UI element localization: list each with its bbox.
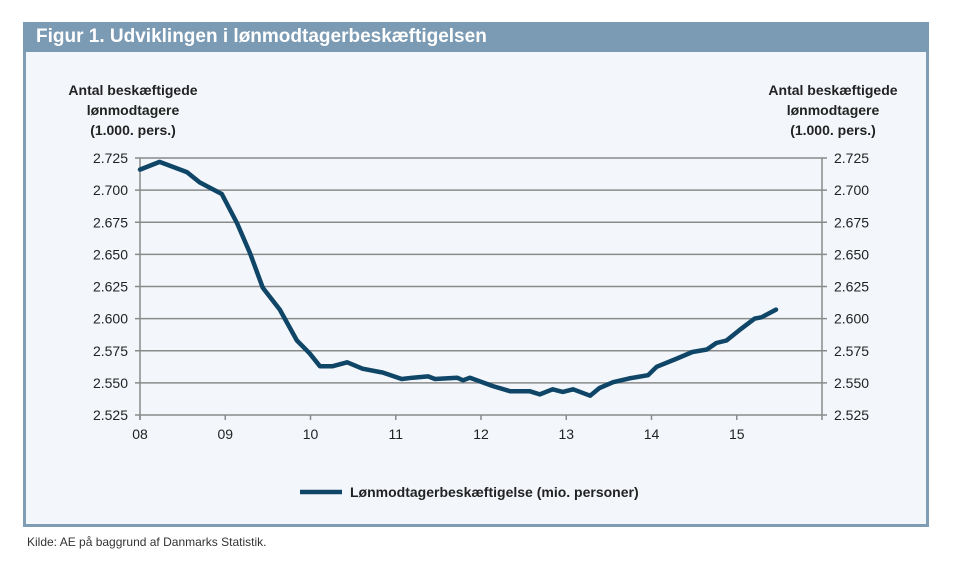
source-note: Kilde: AE på baggrund af Danmarks Statis… <box>27 535 267 549</box>
y-label-right-line: Antal beskæftigede <box>768 82 898 98</box>
x-tick-label: 11 <box>388 426 403 442</box>
y-label-left-line: (1.000. pers.) <box>90 122 176 138</box>
y-tick-label-right: 2.600 <box>834 311 869 327</box>
y-label-left-line: lønmodtagere <box>86 102 180 118</box>
y-tick-label-left: 2.700 <box>93 182 128 198</box>
y-tick-label-left: 2.675 <box>93 214 128 230</box>
x-tick-label: 12 <box>473 426 489 442</box>
y-axis-label-right: Antal beskæftigede lønmodtagere (1.000. … <box>755 80 911 140</box>
y-axis-label-left: Antal beskæftigede lønmodtagere (1.000. … <box>58 80 208 140</box>
y-tick-label-left: 2.550 <box>93 375 128 391</box>
y-tick-label-right: 2.650 <box>834 246 869 262</box>
legend-label: Lønmodtagerbeskæftigelse (mio. personer) <box>350 484 639 500</box>
y-tick-label-left: 2.575 <box>93 343 128 359</box>
y-tick-label-right: 2.550 <box>834 375 869 391</box>
y-tick-label-right: 2.675 <box>834 214 869 230</box>
y-label-left-line: Antal beskæftigede <box>68 82 198 98</box>
x-tick-label: 08 <box>132 426 148 442</box>
x-tick-label: 15 <box>729 426 745 442</box>
y-tick-label-left: 2.625 <box>93 279 128 295</box>
x-tick-label: 13 <box>558 426 574 442</box>
x-tick-label: 14 <box>644 426 660 442</box>
series-line <box>137 159 779 398</box>
y-tick-label-left: 2.600 <box>93 311 128 327</box>
x-tick-label: 09 <box>217 426 233 442</box>
y-tick-label-left: 2.725 <box>93 150 128 166</box>
y-label-right-line: lønmodtagere <box>786 102 880 118</box>
y-tick-label-right: 2.625 <box>834 279 869 295</box>
y-tick-label-right: 2.700 <box>834 182 869 198</box>
y-label-right-line: (1.000. pers.) <box>790 122 876 138</box>
figure-frame <box>23 22 929 527</box>
figure-title: Figur 1. Udviklingen i lønmodtagerbeskæf… <box>23 22 929 52</box>
x-tick-label: 10 <box>303 426 319 442</box>
y-tick-label-right: 2.525 <box>834 407 869 423</box>
y-tick-label-right: 2.575 <box>834 343 869 359</box>
y-tick-label-right: 2.725 <box>834 150 869 166</box>
y-tick-label-left: 2.650 <box>93 246 128 262</box>
y-tick-label-left: 2.525 <box>93 407 128 423</box>
